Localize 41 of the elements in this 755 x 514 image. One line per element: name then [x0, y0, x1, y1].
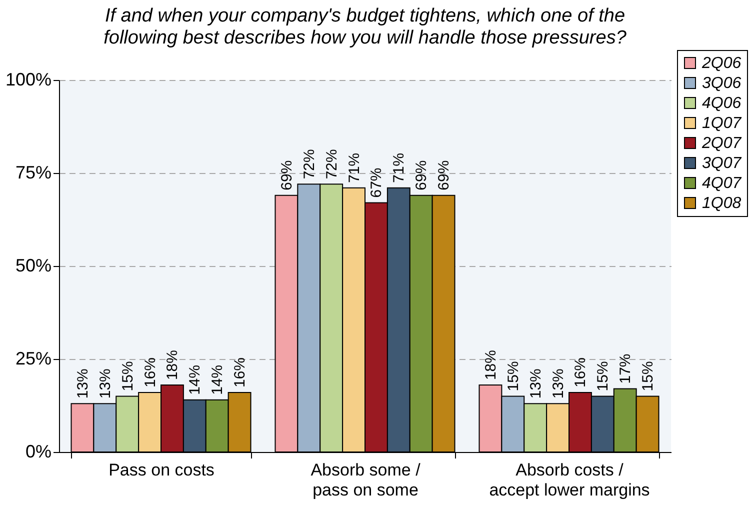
data-label: 13% [527, 368, 544, 399]
legend-label: 4Q06 [702, 95, 742, 112]
legend-label: 3Q06 [702, 75, 742, 92]
data-label: 72% [323, 149, 340, 180]
data-label: 15% [640, 361, 657, 392]
data-label: 14% [209, 364, 226, 395]
data-label: 15% [119, 361, 136, 392]
data-label: 69% [436, 160, 453, 190]
data-label: 69% [278, 160, 296, 190]
data-label: 16% [232, 357, 249, 388]
legend-label: 3Q07 [702, 155, 742, 172]
data-label: 67% [368, 168, 386, 198]
data-label: 71% [346, 152, 363, 183]
data-label: 13% [74, 368, 92, 399]
legend-label: 4Q07 [702, 175, 742, 192]
chart-title: If and when your company's budget tightens, which one of the following best describes how you will handle those pressures? [104, 6, 627, 48]
data-label: 16% [572, 357, 590, 388]
data-label: 71% [390, 152, 408, 183]
legend-label: 2Q07 [701, 135, 742, 152]
legend-label: 2Q06 [701, 55, 742, 72]
y-tick-label: 100% [5, 70, 52, 90]
legend-label: 1Q07 [702, 115, 742, 132]
data-label: 14% [186, 364, 204, 395]
data-label: 16% [142, 357, 159, 388]
data-label: 72% [300, 149, 318, 180]
data-label: 13% [96, 368, 114, 399]
legend-label: 1Q08 [702, 195, 742, 212]
data-label: 69% [413, 160, 430, 190]
data-label: 18% [164, 350, 182, 380]
data-label: 15% [594, 361, 612, 392]
y-tick-label: 25% [15, 348, 52, 368]
y-tick-label: 50% [15, 256, 52, 276]
data-label: 13% [550, 368, 567, 399]
y-tick-label: 0% [25, 442, 52, 462]
x-tick-label: Absorb costs / accept lower margins [489, 460, 650, 500]
data-label: 18% [482, 350, 500, 380]
x-tick-label: Pass on costs [108, 460, 214, 480]
data-label: 17% [617, 354, 634, 384]
x-tick-label: Absorb some / pass on some [310, 460, 421, 500]
data-label: 15% [504, 361, 522, 392]
y-tick-label: 75% [15, 162, 52, 182]
